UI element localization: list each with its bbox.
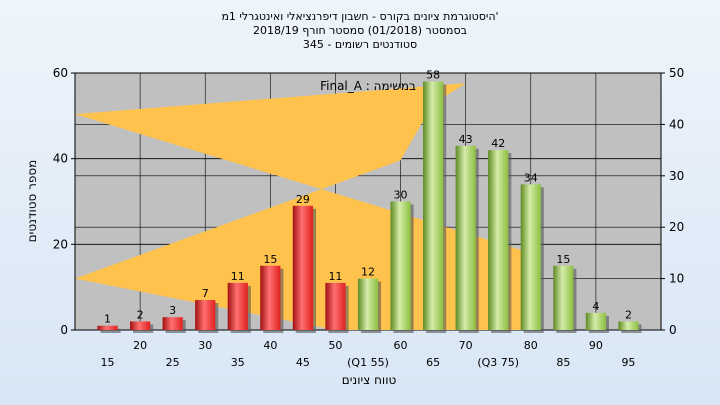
bars-group [97,81,642,333]
bar [97,325,118,330]
bar [585,312,606,330]
bar [520,184,541,330]
x-axis-tick-label: 45 [296,356,310,369]
bar-value-label: 11 [328,270,342,283]
x-axis-label: טווח ציונים [342,373,397,387]
bar-value-label: 11 [231,270,245,283]
bar [455,145,476,330]
series-label: Final_A : במשימה [320,79,416,93]
bar-value-label: 42 [491,137,505,150]
bar [130,321,151,330]
left-axis-tick-label: 0 [60,323,68,337]
bar [390,201,411,330]
bar-value-label: 4 [592,300,599,313]
right-axis: 0 10 20 30 40 50 [661,66,684,337]
bar-shadow [100,328,121,333]
bar-value-label: 15 [556,253,570,266]
bar [357,278,379,330]
bar-value-label: 58 [426,69,440,82]
x-axis-tick-label: 80 [524,339,538,352]
bar-value-label: 29 [296,193,310,206]
bar-value-label: 12 [361,266,375,279]
x-axis-tick-label: 50 [328,339,342,352]
bar [195,300,216,330]
bar-value-label: 34 [524,171,538,184]
left-axis-tick-label: 20 [53,237,68,251]
right-axis-tick-label: 40 [669,117,684,131]
x-axis-tick-label: 60 [394,339,408,352]
x-axis-tick-label: 20 [133,339,147,352]
x-axis-tick-label: 95 [621,356,635,369]
x-axis-tick-label: 85 [556,356,570,369]
x-axis-tick-label: (Q1 55) [347,356,389,369]
chart-title: היסטוגרמת ציונים בקורס - חשבון דיפרנציאל… [221,10,498,51]
y-axis-label: מספר סטודנטים [25,160,39,243]
bar [227,282,248,330]
right-axis-tick-label: 50 [669,66,684,80]
bar [553,265,574,330]
right-axis-tick-label: 30 [669,169,684,183]
bar [260,265,281,330]
left-axis-tick-label: 60 [53,66,68,80]
right-axis-tick-label: 10 [669,272,684,286]
bar-value-label: 1 [104,313,111,326]
chart-title-line-1: היסטוגרמת ציונים בקורס - חשבון דיפרנציאל… [221,10,498,23]
x-axis-tick-label: 90 [589,339,603,352]
x-axis-tick-label: 35 [231,356,245,369]
x-axis: 15 20 25 30 35 40 45 50 (Q1 55) 60 65 70 (Q3 75) 80 85… [101,339,636,369]
bar-value-label: 15 [263,253,277,266]
x-axis-tick-label: 40 [263,339,277,352]
bar-value-label: 7 [202,287,209,300]
bar-value-label: 43 [459,133,473,146]
x-axis-tick-label: (Q3 75) [477,356,519,369]
x-axis-tick-label: 30 [198,339,212,352]
bar [292,205,313,330]
left-axis-tick-label: 40 [53,152,68,166]
bar-value-label: 30 [394,189,408,202]
bar [618,321,639,330]
bar-value-label: 3 [169,304,176,317]
bar [325,282,346,330]
x-axis-tick-label: 70 [459,339,473,352]
bar [423,81,444,330]
chart-title-line-2: בסמסטר (01/2018) סמסטר חורף 2018/19 [253,24,467,37]
bar [488,150,509,330]
x-axis-tick-label: 65 [426,356,440,369]
bar [162,317,183,330]
bar-value-label: 2 [625,308,632,321]
right-axis-tick-label: 20 [669,220,684,234]
bar-value-label: 2 [137,308,144,321]
right-axis-tick-label: 0 [669,323,677,337]
x-axis-tick-label: 15 [101,356,115,369]
chart-title-line-3: סטודנטים רשומים - 345 [303,38,417,51]
left-axis: 0 20 40 60 [53,66,75,337]
x-axis-tick-label: 25 [166,356,180,369]
